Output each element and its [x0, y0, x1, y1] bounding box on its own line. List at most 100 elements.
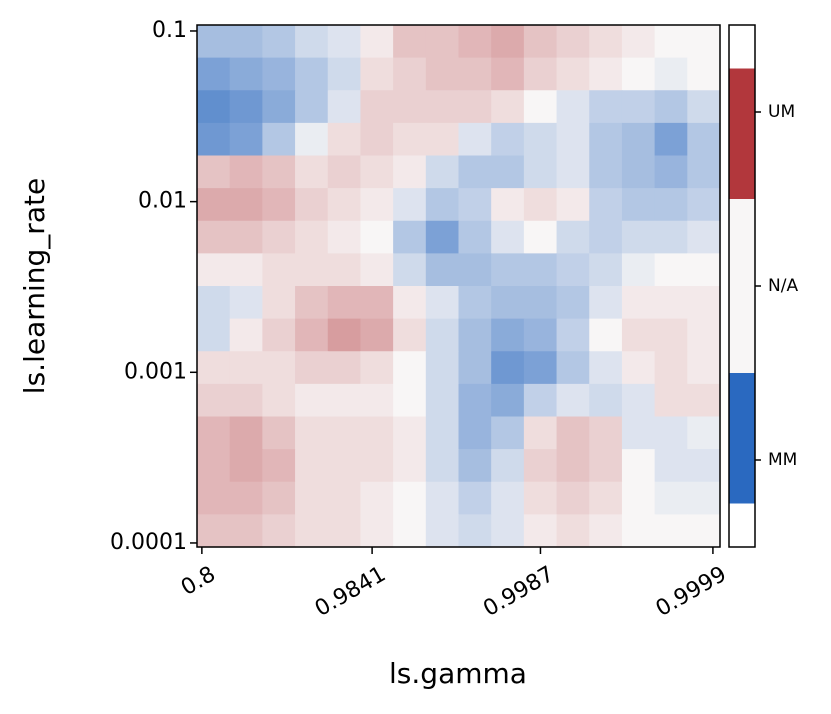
- heatmap-cell: [491, 449, 525, 483]
- heatmap-cell: [425, 481, 460, 515]
- heatmap-cell: [523, 449, 558, 483]
- heatmap-cell: [295, 188, 329, 222]
- heatmap-cell: [589, 286, 623, 320]
- heatmap-cell: [654, 90, 688, 124]
- heatmap-cell: [327, 220, 362, 254]
- heatmap-cell: [425, 220, 460, 254]
- heatmap-cell: [523, 253, 558, 287]
- heatmap-cell: [621, 155, 656, 189]
- heatmap-cell: [327, 286, 362, 320]
- heatmap-cell: [262, 514, 296, 548]
- heatmap-cell: [262, 253, 296, 287]
- heatmap-cell: [687, 351, 721, 385]
- heatmap-cell: [458, 383, 492, 418]
- heatmap-cell: [197, 318, 231, 352]
- heatmap-cell: [197, 383, 231, 418]
- heatmap-cell: [621, 25, 656, 59]
- heatmap-cell: [687, 220, 721, 254]
- heatmap-cell: [458, 253, 492, 287]
- heatmap-cell: [295, 253, 329, 287]
- heatmap-cell: [295, 351, 329, 385]
- heatmap-cell: [491, 416, 525, 450]
- heatmap-cell: [556, 383, 590, 418]
- heatmap-cell: [197, 122, 231, 157]
- heatmap-cell: [687, 416, 721, 450]
- heatmap-cell: [360, 351, 394, 385]
- heatmap-cell: [491, 220, 525, 254]
- heatmap-cell: [393, 449, 427, 483]
- heatmap-cell: [393, 57, 427, 91]
- heatmap-cell: [491, 351, 525, 385]
- heatmap-cell: [654, 481, 688, 515]
- heatmap-cell: [295, 481, 329, 515]
- heatmap-cell: [556, 416, 590, 450]
- heatmap-cell: [393, 481, 427, 515]
- heatmap-cell: [556, 449, 590, 483]
- heatmap-cell: [458, 351, 492, 385]
- heatmap-cell: [523, 90, 558, 124]
- heatmap-cell: [197, 155, 231, 189]
- heatmap-cell: [360, 220, 394, 254]
- heatmap-cell: [360, 416, 394, 450]
- heatmap-cell: [197, 351, 231, 385]
- heatmap-cell: [197, 514, 231, 548]
- y-tick-label: 0.01: [138, 189, 187, 214]
- heatmap-cell: [327, 351, 362, 385]
- heatmap-cell: [393, 416, 427, 450]
- heatmap-cell: [621, 220, 656, 254]
- heatmap-cell: [654, 449, 688, 483]
- heatmap-cell: [393, 122, 427, 157]
- heatmap-cell: [360, 318, 394, 352]
- heatmap-cell: [295, 449, 329, 483]
- heatmap-cell: [262, 25, 296, 59]
- heatmap-cell: [654, 318, 688, 352]
- heatmap-cell: [327, 122, 362, 157]
- heatmap-cell: [458, 90, 492, 124]
- heatmap-cell: [327, 416, 362, 450]
- heatmap-cell: [621, 286, 656, 320]
- heatmap-cell: [197, 188, 231, 222]
- heatmap-cell: [229, 318, 263, 352]
- y-tick-label: 0.001: [124, 359, 187, 384]
- heatmap-cell: [360, 122, 394, 157]
- heatmap-cell: [425, 155, 460, 189]
- heatmap-cell: [229, 188, 263, 222]
- heatmap-cell: [295, 383, 329, 418]
- heatmap-cell: [425, 188, 460, 222]
- colorbar-tick-label: UM: [768, 102, 795, 122]
- heatmap-cell: [491, 286, 525, 320]
- heatmap-cell: [229, 514, 263, 548]
- heatmap-cell: [556, 155, 590, 189]
- heatmap-cell: [589, 318, 623, 352]
- heatmap-cell: [229, 481, 263, 515]
- heatmap-cell: [589, 416, 623, 450]
- heatmap-cell: [295, 90, 329, 124]
- heatmap-cell: [621, 351, 656, 385]
- heatmap-cell: [556, 90, 590, 124]
- heatmap-cell: [360, 188, 394, 222]
- heatmap-cell: [687, 514, 721, 548]
- heatmap-cell: [327, 155, 362, 189]
- heatmap-cell: [327, 514, 362, 548]
- heatmap-cell: [556, 220, 590, 254]
- heatmap-cell: [229, 220, 263, 254]
- heatmap-cell: [523, 57, 558, 91]
- heatmap-cell: [229, 57, 263, 91]
- heatmap-cell: [197, 481, 231, 515]
- heatmap-cell: [262, 57, 296, 91]
- heatmap-cell: [621, 481, 656, 515]
- heatmap-cell: [458, 286, 492, 320]
- heatmap-cell: [262, 449, 296, 483]
- heatmap-cell: [360, 57, 394, 91]
- heatmap-cell: [589, 449, 623, 483]
- heatmap-cell: [621, 253, 656, 287]
- heatmap-cell: [360, 383, 394, 418]
- heatmap-cell: [327, 481, 362, 515]
- heatmap-cell: [360, 449, 394, 483]
- heatmap-cell: [229, 449, 263, 483]
- heatmap-cell: [197, 449, 231, 483]
- heatmap-cell: [425, 253, 460, 287]
- heatmap-cell: [523, 25, 558, 59]
- heatmap-cell: [197, 57, 231, 91]
